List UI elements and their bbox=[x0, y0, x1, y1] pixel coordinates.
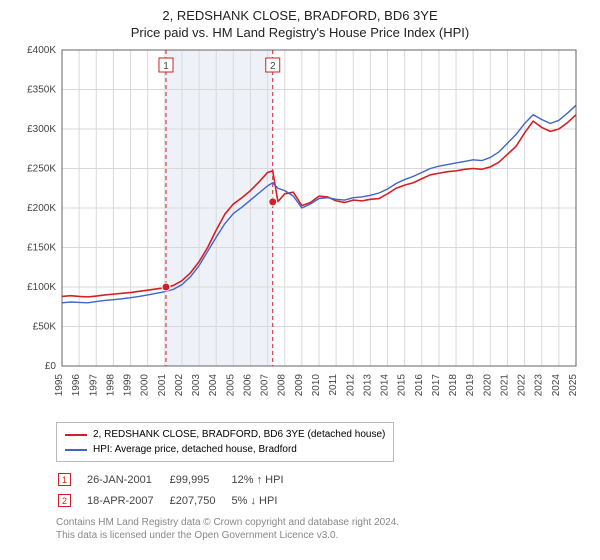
svg-text:2015: 2015 bbox=[397, 374, 408, 397]
legend-label-2: HPI: Average price, detached house, Brad… bbox=[93, 442, 297, 457]
legend-label-1: 2, REDSHANK CLOSE, BRADFORD, BD6 3YE (de… bbox=[93, 427, 385, 442]
sale-date-1: 26-JAN-2001 bbox=[87, 470, 168, 489]
svg-text:2010: 2010 bbox=[311, 374, 322, 397]
svg-text:2011: 2011 bbox=[328, 374, 339, 396]
svg-text:2005: 2005 bbox=[225, 374, 236, 397]
svg-text:1999: 1999 bbox=[123, 374, 134, 397]
svg-text:2021: 2021 bbox=[499, 374, 510, 397]
svg-text:£150K: £150K bbox=[27, 243, 56, 254]
svg-text:2012: 2012 bbox=[345, 374, 356, 397]
svg-text:2013: 2013 bbox=[362, 374, 373, 397]
svg-text:2002: 2002 bbox=[174, 374, 185, 397]
svg-text:£100K: £100K bbox=[27, 282, 56, 293]
title-line-1: 2, REDSHANK CLOSE, BRADFORD, BD6 3YE bbox=[12, 8, 588, 23]
sale-price-1: £99,995 bbox=[170, 470, 230, 489]
chart-title: 2, REDSHANK CLOSE, BRADFORD, BD6 3YE Pri… bbox=[12, 8, 588, 40]
svg-text:£300K: £300K bbox=[27, 124, 56, 135]
svg-text:2025: 2025 bbox=[568, 374, 579, 397]
svg-text:2007: 2007 bbox=[260, 374, 271, 397]
sale-marker-2: 2 bbox=[58, 494, 71, 507]
svg-text:1995: 1995 bbox=[54, 374, 65, 397]
footer-note: Contains HM Land Registry data © Crown c… bbox=[56, 516, 588, 542]
svg-text:2003: 2003 bbox=[191, 374, 202, 397]
sale-delta-1: 12% ↑ HPI bbox=[232, 470, 298, 489]
svg-text:2018: 2018 bbox=[448, 374, 459, 397]
svg-text:1997: 1997 bbox=[88, 374, 99, 397]
sales-row-1: 1 26-JAN-2001 £99,995 12% ↑ HPI bbox=[58, 470, 298, 489]
svg-text:2023: 2023 bbox=[534, 374, 545, 397]
svg-text:£200K: £200K bbox=[27, 203, 56, 214]
chart-svg: £0 £50K £100K £150K £200K £250K £300K £350K £400… bbox=[12, 46, 582, 416]
svg-text:1: 1 bbox=[163, 61, 169, 72]
svg-text:2006: 2006 bbox=[242, 374, 253, 397]
svg-text:2: 2 bbox=[270, 61, 276, 72]
svg-text:2009: 2009 bbox=[294, 374, 305, 397]
sales-row-2: 2 18-APR-2007 £207,750 5% ↓ HPI bbox=[58, 491, 298, 510]
svg-text:2019: 2019 bbox=[465, 374, 476, 397]
svg-text:2004: 2004 bbox=[208, 374, 219, 397]
svg-text:2020: 2020 bbox=[482, 374, 493, 397]
sales-table: 1 26-JAN-2001 £99,995 12% ↑ HPI 2 18-APR… bbox=[56, 468, 300, 512]
svg-text:2017: 2017 bbox=[431, 374, 442, 397]
sale-marker-1: 1 bbox=[58, 473, 71, 486]
legend-row-1: 2, REDSHANK CLOSE, BRADFORD, BD6 3YE (de… bbox=[65, 427, 385, 442]
svg-text:1998: 1998 bbox=[105, 374, 116, 397]
svg-text:£400K: £400K bbox=[27, 46, 56, 56]
svg-text:2016: 2016 bbox=[414, 374, 425, 397]
legend-row-2: HPI: Average price, detached house, Brad… bbox=[65, 442, 385, 457]
svg-text:2022: 2022 bbox=[517, 374, 528, 397]
sale-date-2: 18-APR-2007 bbox=[87, 491, 168, 510]
svg-text:2000: 2000 bbox=[140, 374, 151, 397]
svg-text:£350K: £350K bbox=[27, 85, 56, 96]
sale-price-2: £207,750 bbox=[170, 491, 230, 510]
footer-line-1: Contains HM Land Registry data © Crown c… bbox=[56, 516, 588, 529]
sale-delta-2: 5% ↓ HPI bbox=[232, 491, 298, 510]
title-line-2: Price paid vs. HM Land Registry's House … bbox=[12, 25, 588, 40]
svg-text:2024: 2024 bbox=[551, 374, 562, 397]
svg-text:£0: £0 bbox=[45, 361, 57, 372]
svg-text:£250K: £250K bbox=[27, 164, 56, 175]
svg-text:2014: 2014 bbox=[380, 374, 391, 397]
footer-line-2: This data is licensed under the Open Gov… bbox=[56, 529, 588, 542]
legend: 2, REDSHANK CLOSE, BRADFORD, BD6 3YE (de… bbox=[56, 422, 394, 462]
svg-text:2008: 2008 bbox=[277, 374, 288, 397]
legend-swatch-2 bbox=[65, 449, 87, 451]
svg-text:£50K: £50K bbox=[33, 322, 57, 333]
legend-swatch-1 bbox=[65, 434, 87, 436]
svg-text:2001: 2001 bbox=[157, 374, 168, 397]
svg-text:1996: 1996 bbox=[71, 374, 82, 397]
chart-area: £0 £50K £100K £150K £200K £250K £300K £350K £400… bbox=[12, 46, 582, 416]
